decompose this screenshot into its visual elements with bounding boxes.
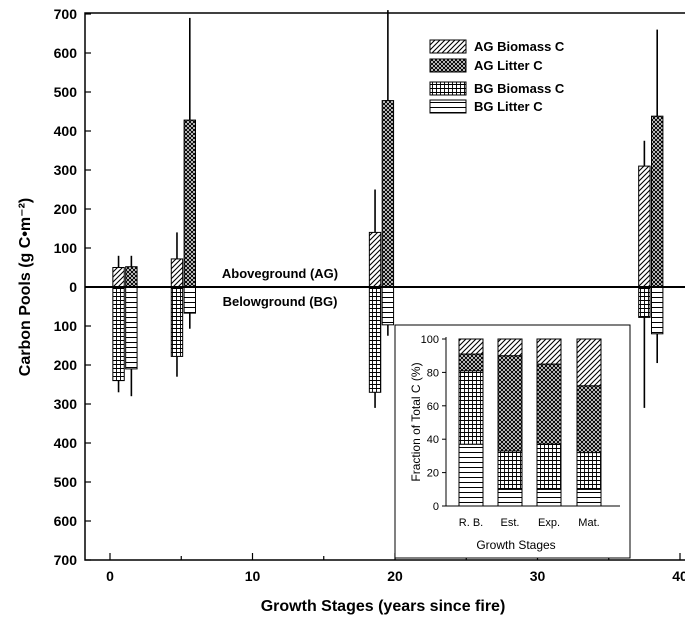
inset-ag-biomass-c-segment bbox=[536, 338, 562, 365]
bg-biomass-c-bar bbox=[170, 286, 184, 357]
inset-x-tick-label: Mat. bbox=[578, 517, 599, 529]
inset-x-tick-label: Exp. bbox=[538, 517, 560, 529]
y-tick-label: 500 bbox=[54, 474, 78, 490]
y-tick-label: 600 bbox=[54, 45, 78, 61]
main-plot: 7006005004003002001000100200300400500600… bbox=[54, 6, 685, 584]
y-tick-label: 0 bbox=[69, 279, 77, 295]
legend-label-bg-biomass-c: BG Biomass C bbox=[474, 81, 565, 96]
inset-bg-biomass-c-segment bbox=[576, 452, 602, 490]
inset-bg-litter-c-segment bbox=[497, 488, 523, 507]
legend-swatch-bg-biomass-c bbox=[429, 81, 467, 96]
inset-ag-litter-c-segment bbox=[458, 353, 484, 372]
inset-bg-biomass-c-segment bbox=[536, 443, 562, 490]
inset-x-axis-title: Growth Stages bbox=[476, 538, 555, 552]
y-tick-label: 100 bbox=[54, 240, 78, 256]
bg-litter-c-bar bbox=[125, 286, 138, 370]
y-tick-label: 600 bbox=[54, 513, 78, 529]
legend-swatch-ag-biomass-c bbox=[429, 39, 467, 54]
x-tick-label: 30 bbox=[530, 568, 546, 584]
y-tick-label: 700 bbox=[54, 6, 78, 22]
y-tick-label: 300 bbox=[54, 396, 78, 412]
inset-y-tick-label: 60 bbox=[427, 401, 439, 413]
inset-ag-litter-c-segment bbox=[576, 385, 602, 454]
y-tick-label: 400 bbox=[54, 435, 78, 451]
ag-biomass-c-bar bbox=[112, 267, 125, 288]
inset-x-tick-label: R. B. bbox=[459, 517, 483, 529]
y-axis-title: Carbon Pools (g C•m⁻²) bbox=[17, 198, 34, 376]
ag-biomass-c-bar bbox=[368, 231, 382, 288]
legend: AG Biomass C AG Litter C BG Biomass C BG Li… bbox=[429, 39, 565, 114]
x-tick-label: 40 bbox=[672, 568, 685, 584]
y-tick-label: 400 bbox=[54, 123, 78, 139]
bg-biomass-c-bar bbox=[112, 286, 125, 382]
x-tick-label: 0 bbox=[106, 568, 114, 584]
inset-bg-litter-c-segment bbox=[458, 443, 484, 507]
inset-y-tick-label: 20 bbox=[427, 468, 439, 480]
bg-litter-c-bar bbox=[183, 286, 197, 314]
y-tick-label: 200 bbox=[54, 201, 78, 217]
y-tick-label: 700 bbox=[54, 552, 78, 568]
inset-ag-biomass-c-segment bbox=[497, 338, 523, 357]
inset-x-tick-label: Est. bbox=[501, 517, 520, 529]
ag-litter-c-bar bbox=[125, 266, 138, 288]
bg-litter-c-bar bbox=[381, 286, 395, 326]
ag-litter-c-bar bbox=[651, 115, 664, 288]
legend-label-ag-biomass-c: AG Biomass C bbox=[474, 39, 565, 54]
inset-bg-litter-c-segment bbox=[576, 488, 602, 507]
legend-label-ag-litter-c: AG Litter C bbox=[474, 58, 543, 73]
annotation-belowground: Belowground (BG) bbox=[223, 294, 338, 309]
inset-y-tick-label: 40 bbox=[427, 434, 439, 446]
bg-biomass-c-bar bbox=[368, 286, 382, 393]
ag-biomass-c-bar bbox=[638, 165, 651, 288]
x-tick-label: 10 bbox=[245, 568, 261, 584]
y-tick-label: 500 bbox=[54, 84, 78, 100]
inset-ag-biomass-c-segment bbox=[576, 338, 602, 387]
ag-biomass-c-bar bbox=[170, 258, 184, 288]
inset-y-tick-label: 100 bbox=[421, 334, 439, 346]
legend-label-bg-litter-c: BG Litter C bbox=[474, 99, 543, 114]
inset-bg-litter-c-segment bbox=[536, 488, 562, 507]
inset-ag-biomass-c-segment bbox=[458, 338, 484, 355]
annotation-aboveground: Aboveground (AG) bbox=[222, 266, 338, 281]
ag-litter-c-bar bbox=[381, 100, 395, 288]
inset-y-tick-label: 80 bbox=[427, 367, 439, 379]
inset-chart: 0 20 40 60 80 100 R. B. Est. Exp. Mat. bbox=[394, 324, 631, 559]
inset-ag-litter-c-segment bbox=[497, 355, 523, 452]
inset-y-tick-label: 0 bbox=[433, 501, 439, 513]
y-tick-label: 100 bbox=[54, 318, 78, 334]
legend-swatch-bg-litter-c bbox=[429, 99, 467, 114]
bg-biomass-c-bar bbox=[638, 286, 651, 318]
bg-litter-c-bar bbox=[651, 286, 664, 335]
inset-bg-biomass-c-segment bbox=[497, 450, 523, 490]
inset-ag-litter-c-segment bbox=[536, 363, 562, 445]
ag-litter-c-bar bbox=[183, 119, 197, 288]
y-tick-label: 300 bbox=[54, 162, 78, 178]
legend-swatch-ag-litter-c bbox=[429, 58, 467, 73]
y-tick-label: 200 bbox=[54, 357, 78, 373]
inset-y-axis-title: Fraction of Total C (%) bbox=[409, 362, 423, 481]
x-axis-title: Growth Stages (years since fire) bbox=[261, 598, 506, 615]
x-tick-label: 20 bbox=[387, 568, 403, 584]
inset-bg-biomass-c-segment bbox=[458, 370, 484, 445]
